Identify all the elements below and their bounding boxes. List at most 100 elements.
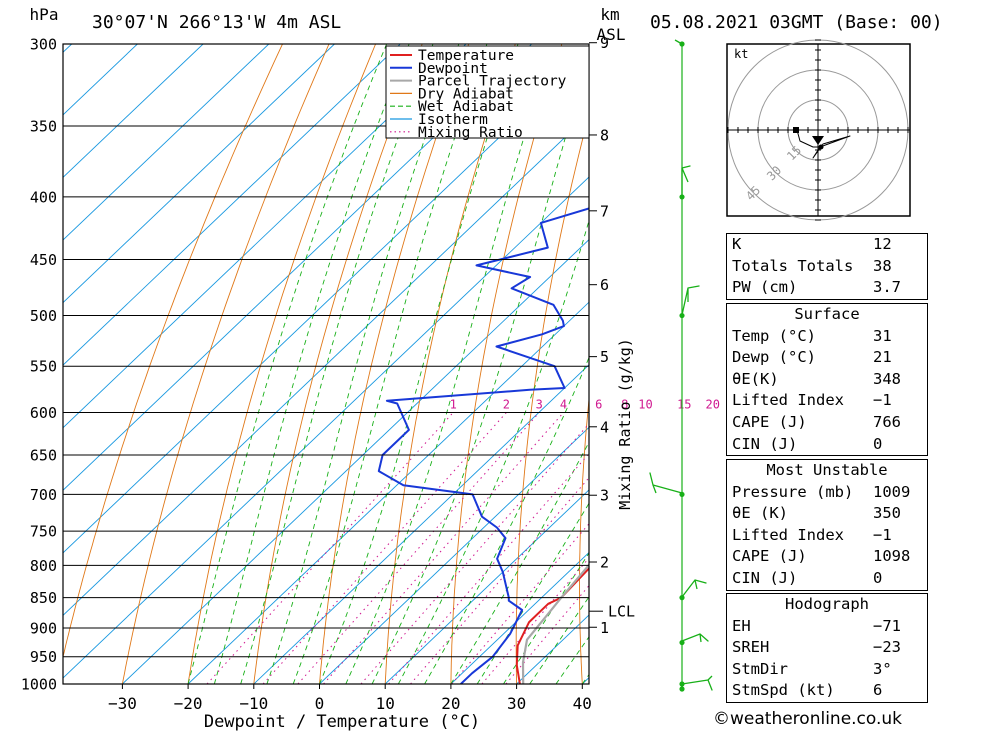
isotherm-line bbox=[253, 364, 589, 684]
hodograph-marker bbox=[793, 127, 799, 133]
mixing-ratio-label: 10 bbox=[638, 397, 652, 411]
isotherm-line bbox=[63, 44, 138, 116]
km-tick-label: 9 bbox=[600, 34, 609, 52]
surface-li-row: Lifted Index −1 bbox=[727, 390, 927, 412]
wind-barb bbox=[681, 165, 691, 196]
stmdir-row: StmDir 3° bbox=[727, 659, 927, 681]
surface-cin-label: CIN (J) bbox=[732, 434, 798, 453]
wind-barb-dot bbox=[679, 686, 685, 692]
storm-motion-marker bbox=[812, 136, 824, 145]
stmdir-value: 3° bbox=[873, 659, 892, 678]
surface-cape-value: 766 bbox=[873, 412, 901, 431]
x-tick-label: −20 bbox=[174, 694, 203, 713]
isotherm-line bbox=[63, 44, 270, 241]
wind-barb-dot bbox=[679, 681, 685, 687]
x-tick-label: 30 bbox=[507, 694, 526, 713]
eh-label: EH bbox=[732, 616, 751, 635]
legend-label: Parcel Trajectory bbox=[418, 74, 567, 90]
pressure-level-label: 700 bbox=[30, 486, 57, 504]
mixing-ratio-label: 20 bbox=[705, 397, 719, 411]
wind-barb-dot bbox=[679, 595, 685, 601]
surface-temp-label: Temp (°C) bbox=[732, 326, 816, 345]
wind-barb bbox=[649, 472, 683, 494]
sreh-label: SREH bbox=[732, 638, 770, 657]
isotherm-line bbox=[63, 176, 589, 679]
location-title: 30°07'N 266°13'W 4m ASL bbox=[92, 12, 341, 33]
hodograph-trace bbox=[812, 135, 851, 159]
wind-barb-dot bbox=[679, 491, 685, 498]
wet-adiabat-line bbox=[424, 356, 589, 684]
mixing-ratio-line bbox=[297, 412, 540, 684]
wind-barb-dot bbox=[679, 639, 685, 646]
x-tick-label: 40 bbox=[573, 694, 592, 713]
wet-adiabat-line bbox=[213, 44, 410, 684]
km-unit-label: km bbox=[600, 5, 619, 24]
pressure-level-label: 850 bbox=[30, 589, 57, 607]
x-tick-label: −10 bbox=[239, 694, 268, 713]
legend-label: Dry Adiabat bbox=[418, 86, 514, 102]
dry-adiabat-line bbox=[253, 44, 423, 684]
mu-thetae-value: 350 bbox=[873, 504, 901, 523]
dry-adiabat-line bbox=[922, 44, 977, 684]
mu-cape-label: CAPE (J) bbox=[732, 547, 807, 566]
pressure-level-label: 350 bbox=[30, 117, 57, 135]
sreh-row: SREH −23 bbox=[727, 637, 927, 659]
mu-cape-row: CAPE (J) 1098 bbox=[727, 546, 927, 568]
pressure-level-label: 600 bbox=[30, 404, 57, 422]
isotherm-line bbox=[0, 44, 6, 684]
pressure-level-label: 400 bbox=[30, 188, 57, 206]
pressure-unit-label: hPa bbox=[30, 5, 59, 24]
isotherm-line bbox=[63, 44, 532, 491]
datetime-label: 05.08.2021 03GMT (Base: 00) bbox=[650, 12, 943, 33]
pressure-level-label: 650 bbox=[30, 447, 57, 465]
k-index-row: K 12 bbox=[727, 234, 927, 256]
pressure-level-label: 1000 bbox=[21, 676, 57, 694]
dry-adiabat-line bbox=[63, 44, 283, 659]
mixing-ratio-axis-label: Mixing Ratio (g/kg) bbox=[616, 338, 634, 510]
surface-li-value: −1 bbox=[873, 391, 892, 410]
surface-temp-row: Temp (°C) 31 bbox=[727, 326, 927, 348]
mixing-ratio-label: 4 bbox=[560, 397, 567, 411]
wet-adiabat-line bbox=[187, 44, 388, 684]
isotherm-line bbox=[384, 489, 589, 684]
wind-barb bbox=[681, 285, 700, 316]
credit-link[interactable]: ©weatheronline.co.uk bbox=[713, 709, 903, 729]
sreh-value: −23 bbox=[873, 638, 901, 657]
mu-pressure-label: Pressure (mb) bbox=[732, 482, 854, 501]
pressure-level-label: 800 bbox=[30, 557, 57, 575]
wet-adiabat-line bbox=[371, 56, 589, 684]
pw-value: 3.7 bbox=[873, 278, 901, 297]
hodograph-title: Hodograph bbox=[785, 595, 869, 613]
mixing-ratio-line bbox=[206, 412, 454, 684]
wind-barb-dot bbox=[679, 41, 685, 47]
km-tick-label: 4 bbox=[600, 418, 609, 436]
mu-cin-value: 0 bbox=[873, 568, 883, 587]
mu-pressure-value: 1009 bbox=[873, 482, 911, 501]
pressure-level-label: 450 bbox=[30, 251, 57, 269]
mu-pressure-row: Pressure (mb) 1009 bbox=[727, 482, 927, 504]
pw-row: PW (cm) 3.7 bbox=[727, 277, 927, 299]
x-tick-label: 10 bbox=[376, 694, 395, 713]
x-tick-label: 20 bbox=[441, 694, 460, 713]
pressure-level-label: 500 bbox=[30, 307, 57, 325]
legend-label: Dewpoint bbox=[418, 61, 488, 77]
isotherm-line bbox=[63, 44, 467, 429]
eh-row: EH −71 bbox=[727, 616, 927, 638]
surface-dewp-row: Dewp (°C) 21 bbox=[727, 347, 927, 369]
mu-li-label: Lifted Index bbox=[732, 525, 844, 544]
wind-barb-dot bbox=[679, 194, 685, 200]
mixing-ratio-line bbox=[451, 522, 589, 684]
mu-li-value: −1 bbox=[873, 525, 892, 544]
isotherm-line bbox=[63, 44, 335, 304]
isotherm-line bbox=[63, 44, 401, 366]
most-unstable-title: Most Unstable bbox=[766, 461, 888, 479]
surface-cape-label: CAPE (J) bbox=[732, 412, 807, 431]
x-tick-label: −30 bbox=[108, 694, 137, 713]
isotherm-line bbox=[450, 551, 589, 684]
legend-label: Wet Adiabat bbox=[418, 99, 514, 115]
km-tick-label: 7 bbox=[600, 202, 609, 220]
eh-value: −71 bbox=[873, 616, 901, 635]
